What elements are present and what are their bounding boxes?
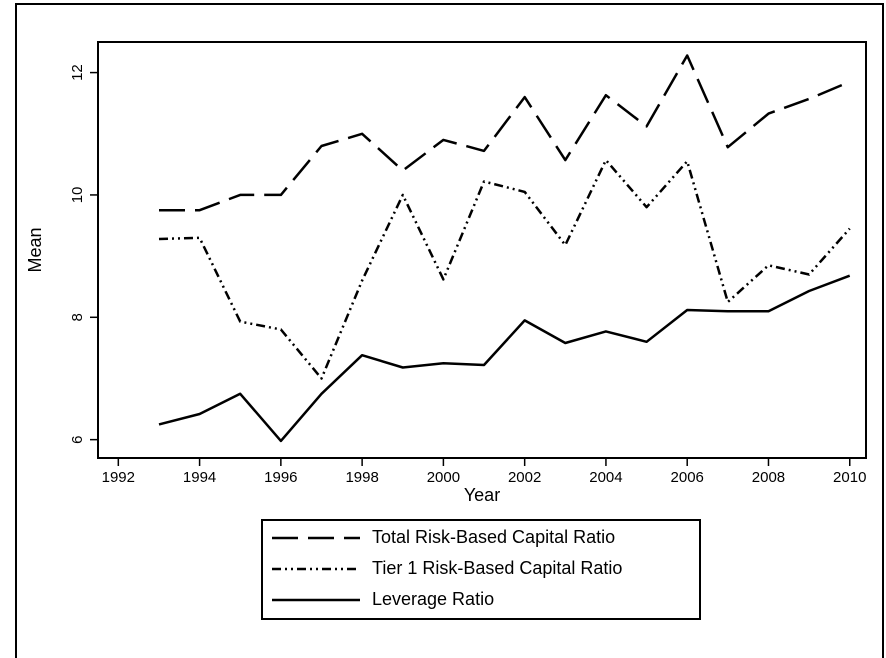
y-tick-label: 6 xyxy=(69,435,86,443)
y-tick-label: 8 xyxy=(69,313,86,321)
x-tick-label: 2004 xyxy=(589,469,622,486)
x-tick-label: 2002 xyxy=(508,469,541,486)
y-tick-label: 12 xyxy=(69,64,86,81)
legend-label: Leverage Ratio xyxy=(372,589,494,609)
x-tick-label: 1992 xyxy=(102,469,135,486)
legend-label: Tier 1 Risk-Based Capital Ratio xyxy=(372,558,622,578)
x-tick-label: 1996 xyxy=(264,469,297,486)
x-tick-label: 1998 xyxy=(345,469,378,486)
y-axis-title: Mean xyxy=(25,227,45,272)
plot-frame xyxy=(97,41,867,459)
x-tick-label: 2010 xyxy=(833,469,866,486)
legend-box xyxy=(261,519,701,620)
x-tick-label: 2006 xyxy=(671,469,704,486)
x-tick-label: 2000 xyxy=(427,469,460,486)
x-tick-label: 1994 xyxy=(183,469,216,486)
outer-border xyxy=(15,3,884,658)
legend-label: Total Risk-Based Capital Ratio xyxy=(372,527,615,547)
x-axis-title: Year xyxy=(464,485,500,505)
data-line xyxy=(158,158,851,380)
data-line xyxy=(158,274,851,443)
x-tick-label: 2008 xyxy=(752,469,785,486)
y-tick-label: 10 xyxy=(69,187,86,204)
data-line xyxy=(159,54,851,212)
